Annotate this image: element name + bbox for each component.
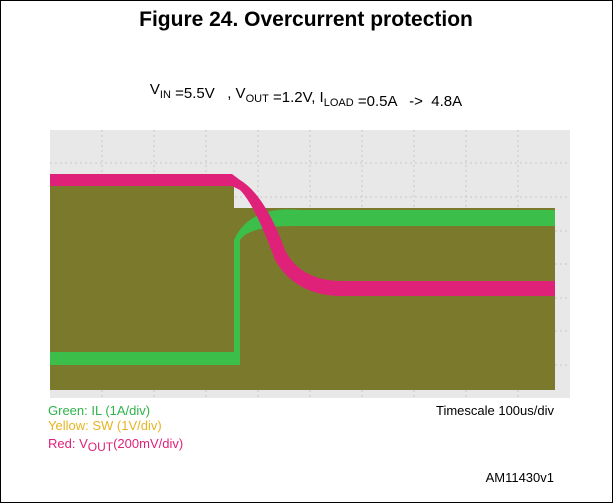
figure-title: Figure 24. Overcurrent protection (139, 8, 473, 31)
timescale: Timescale 100us/div (436, 403, 555, 418)
il-trace-low (50, 352, 234, 365)
condition-subscript: LOAD (324, 97, 354, 109)
legend-green: Green: IL (1A/div) (48, 403, 150, 418)
legend-yellow: Yellow: SW (1V/div) (48, 418, 162, 433)
condition-subscript: IN (160, 89, 171, 101)
legend-red: Red: VOUT(200mV/div) (48, 436, 183, 454)
scope-screen (50, 130, 570, 398)
vout-trace (50, 174, 555, 296)
condition-text: =1.2V, I (269, 89, 324, 106)
condition-text: =5.5V , V (171, 85, 246, 102)
condition-subscript: OUT (246, 93, 270, 105)
condition-text: V (150, 81, 160, 98)
condition-text: =0.5A -> 4.8A (354, 93, 462, 110)
conditions: VIN =5.5V , VOUT =1.2V, ILOAD =0.5A -> 4… (150, 81, 462, 110)
figure-id: AM11430v1 (486, 470, 554, 485)
